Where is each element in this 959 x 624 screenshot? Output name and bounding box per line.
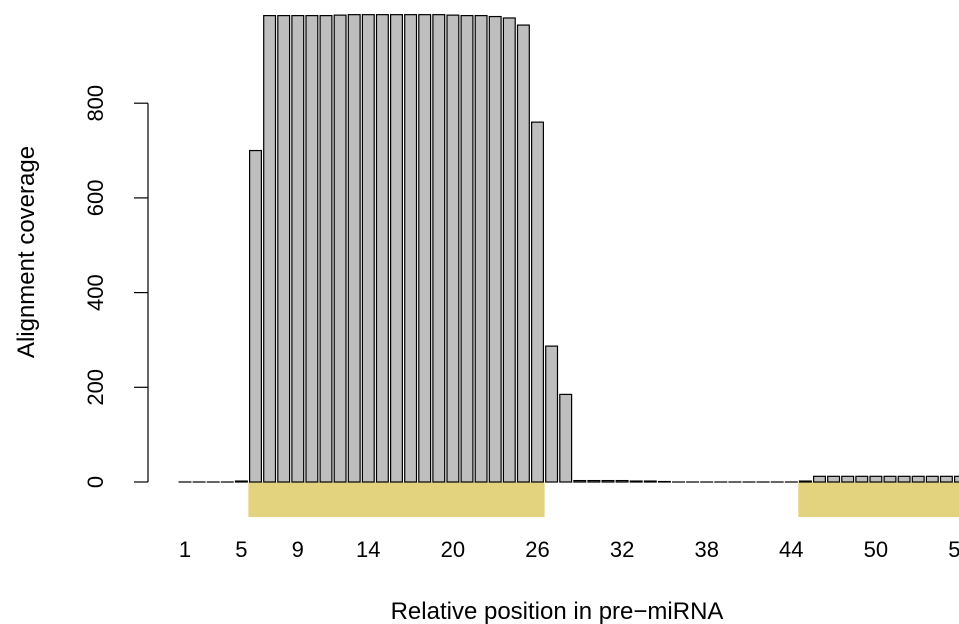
bar-15: [375, 14, 389, 483]
x-tick-label-26: 26: [525, 537, 549, 562]
x-axis-label: Relative position in pre−miRNA: [391, 598, 724, 624]
bar-45: [798, 480, 812, 483]
bar-48: [841, 475, 855, 483]
bar-19: [432, 14, 446, 483]
x-tick-label-5: 5: [235, 537, 247, 562]
bar-8: [277, 15, 291, 483]
bar-14: [361, 14, 375, 483]
bar-16: [390, 14, 404, 483]
bar-49: [855, 475, 869, 483]
x-tick-label-1: 1: [179, 537, 191, 562]
y-tick-label-800: 800: [83, 85, 108, 122]
y-axis-label: Alignment coverage: [13, 146, 40, 358]
x-tick-label-38: 38: [694, 537, 718, 562]
y-tick-label-400: 400: [83, 274, 108, 311]
y-axis: 0 200 400 600 800: [83, 85, 149, 488]
bar-25: [516, 24, 530, 483]
bar-47: [827, 475, 841, 483]
bar-50: [869, 475, 883, 483]
bar-20: [446, 14, 460, 483]
x-tick-label-50: 50: [864, 537, 888, 562]
bar-10: [305, 15, 319, 483]
bar-6: [249, 149, 263, 483]
x-tick-label-44: 44: [779, 537, 803, 562]
x-tick-label-14: 14: [356, 537, 380, 562]
bar-18: [418, 14, 432, 483]
bar-12: [333, 14, 347, 483]
mirna-region-2: [798, 482, 959, 517]
bar-56: [953, 475, 959, 483]
bar-34: [643, 480, 657, 483]
y-tick-label-600: 600: [83, 180, 108, 217]
bar-11: [319, 15, 333, 483]
x-tick-label-56: 56: [948, 537, 959, 562]
x-tick-label-9: 9: [292, 537, 304, 562]
bar-21: [460, 15, 474, 483]
bar-7: [263, 15, 277, 483]
bar-23: [488, 15, 502, 483]
bar-5: [234, 480, 248, 483]
bar-55: [939, 475, 953, 483]
y-tick-label-200: 200: [83, 369, 108, 406]
bar-53: [911, 475, 925, 483]
bar-series: [178, 14, 959, 483]
bar-22: [474, 15, 488, 483]
x-axis: 15914202632384450566268: [179, 537, 959, 562]
bar-54: [925, 475, 939, 483]
bar-17: [404, 14, 418, 483]
bar-29: [573, 479, 587, 483]
mirna-region-1: [248, 482, 545, 517]
bar-9: [291, 15, 305, 483]
bar-28: [559, 393, 573, 483]
y-tick-label-0: 0: [83, 476, 108, 488]
bar-32: [615, 479, 629, 483]
bar-27: [545, 345, 559, 483]
bar-24: [502, 17, 516, 483]
bar-31: [601, 479, 615, 483]
bar-51: [883, 475, 897, 483]
bar-13: [347, 14, 361, 483]
bar-26: [530, 121, 544, 483]
bar-46: [812, 475, 826, 483]
x-tick-label-32: 32: [610, 537, 634, 562]
mirna-regions: [248, 482, 959, 517]
bar-52: [897, 475, 911, 483]
x-tick-label-20: 20: [441, 537, 465, 562]
bar-30: [587, 479, 601, 483]
bar-33: [629, 480, 643, 483]
